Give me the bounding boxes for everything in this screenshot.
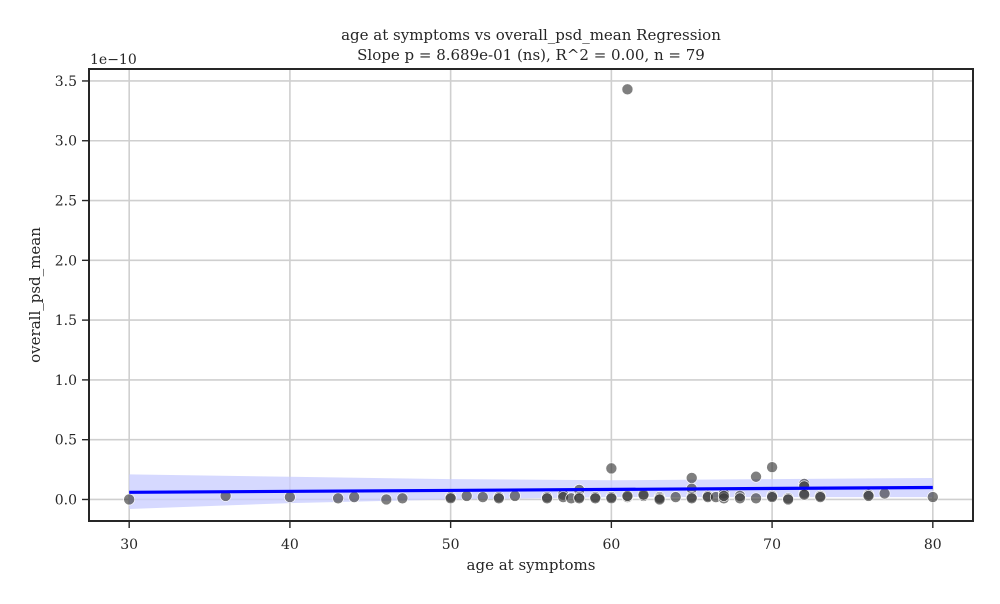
y-tick-label: 3.5 [55,74,77,90]
y-tick-label: 2.5 [55,194,77,210]
data-point [380,493,393,506]
data-point [718,490,730,502]
y-offset-label: 1e−10 [90,52,137,68]
data-point [685,492,698,505]
y-axis-label: overall_psd_mean [26,227,44,363]
data-point [460,490,473,502]
y-tick-label: 3.0 [55,134,77,150]
data-point [396,492,409,505]
data-point [509,490,521,502]
data-point [750,470,762,483]
data-point [621,490,634,502]
data-point [862,490,875,502]
data-point [605,492,618,505]
data-point [782,493,794,506]
x-tick-label: 50 [442,537,460,553]
data-point [476,491,489,503]
x-tick-label: 40 [281,537,299,553]
data-point [332,492,344,505]
data-point [685,472,698,484]
data-point [927,491,939,503]
x-tick-label: 30 [120,537,138,553]
data-point [348,491,361,503]
data-point [573,492,586,505]
data-point [750,492,762,505]
y-tick-label: 0.0 [55,492,77,508]
data-point [669,491,682,503]
chart-subtitle: Slope p = 8.689e-01 (ns), R^2 = 0.00, n … [357,46,705,64]
data-point [284,491,296,503]
data-point [123,493,135,506]
x-tick-label: 80 [924,537,942,553]
data-point [878,487,891,500]
data-point [605,462,618,475]
data-point [814,491,827,503]
y-tick-label: 1.5 [55,313,77,329]
grid-layer [89,69,973,521]
chart-title: age at symptoms vs overall_psd_mean Regr… [341,26,721,44]
data-point [734,492,746,505]
y-tick-label: 0.5 [55,433,77,449]
x-axis-label: age at symptoms [467,556,596,574]
y-tick-label: 1.0 [55,373,77,389]
data-point [444,492,457,505]
confidence-band-layer [129,474,933,509]
regression-line-layer [129,485,933,494]
data-point [766,491,778,503]
x-tick-label: 70 [763,537,781,553]
plot-frame [88,68,974,522]
regression-line [129,485,933,494]
data-point [621,83,634,96]
tick-layer: 30 40 50 60 70 80 0.0 0.5 1.0 1.5 2.0 2.5 3.0 3.5 [55,74,942,553]
points-layer [123,83,939,506]
data-point [653,493,666,506]
data-point [493,492,505,505]
y-tick-label: 2.0 [55,253,77,269]
data-point [589,492,602,505]
data-point [541,492,553,505]
data-point [798,488,811,501]
data-point [766,461,778,473]
confidence-band [129,474,933,509]
x-tick-label: 60 [602,537,620,553]
